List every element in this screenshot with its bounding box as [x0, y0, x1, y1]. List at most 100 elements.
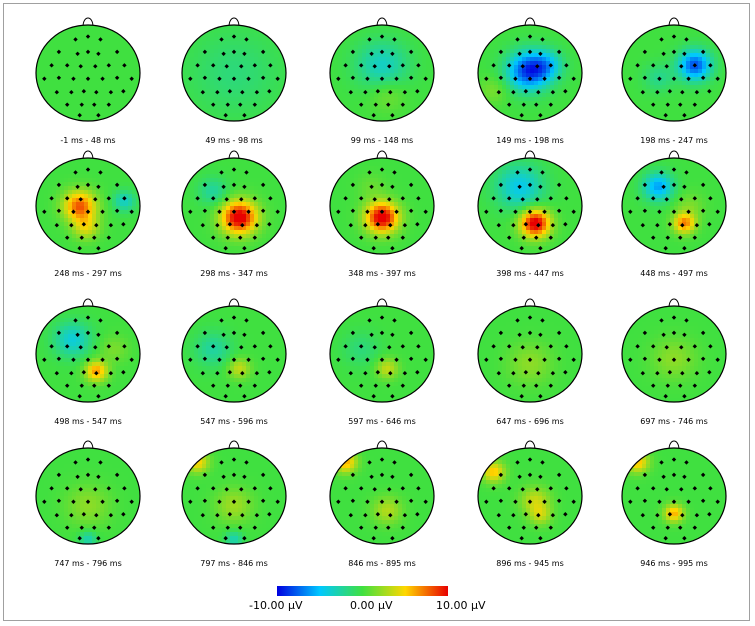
electrode-marker	[79, 383, 84, 388]
head-outline	[477, 24, 583, 122]
electrode-marker	[548, 486, 553, 491]
electrode-marker	[496, 90, 501, 95]
electrode-marker	[268, 63, 273, 68]
electrode-marker	[390, 246, 395, 251]
electrode-marker	[521, 383, 526, 388]
electrode-marker	[556, 75, 562, 80]
electrode-marker	[651, 235, 656, 240]
electrode-marker	[231, 49, 237, 55]
electrode-marker	[268, 196, 273, 201]
electrode-marker	[93, 345, 98, 350]
electrode-marker	[538, 332, 543, 337]
electrode-marker	[223, 394, 228, 399]
electrode-marker	[692, 383, 697, 388]
electrode-marker	[372, 345, 377, 350]
electrode-marker	[122, 486, 127, 491]
electrode-marker	[519, 113, 524, 118]
electrode-marker	[252, 383, 257, 388]
electrode-marker	[79, 102, 84, 107]
electrode-marker	[121, 89, 126, 94]
electrode-marker	[694, 90, 700, 95]
electrode-marker	[363, 223, 368, 228]
scale-mid-label: 0.00 μV	[350, 599, 393, 612]
electrode-marker	[415, 89, 420, 94]
electrode-marker	[375, 512, 381, 517]
electrode-marker	[56, 75, 62, 80]
electrode-marker	[556, 49, 562, 55]
electrode-marker	[336, 209, 341, 214]
electrode-marker	[680, 223, 685, 228]
electrode-marker	[260, 75, 266, 80]
electrode-marker	[400, 383, 405, 388]
electrode-marker	[548, 344, 553, 349]
electrode-marker	[657, 499, 662, 504]
electrode-marker	[416, 486, 421, 491]
electrode-marker	[708, 63, 713, 68]
electrode-marker	[217, 76, 222, 81]
electrode-marker	[78, 345, 83, 350]
electrode-marker	[536, 371, 541, 376]
electrode-marker	[520, 487, 525, 492]
electrode-marker	[96, 474, 101, 479]
electrode-marker	[121, 370, 126, 375]
topomap-18: 846 ms - 895 ms	[329, 440, 435, 568]
electrode-marker	[659, 318, 664, 323]
electrode-marker	[682, 51, 687, 56]
electrode-marker	[211, 63, 216, 68]
electrode-marker	[78, 197, 83, 202]
electrode-marker	[423, 357, 428, 362]
electrode-marker	[260, 49, 266, 55]
electrode-marker	[350, 498, 356, 503]
electrode-marker	[188, 357, 193, 362]
electrode-marker	[571, 357, 576, 362]
electrode-marker	[225, 102, 230, 107]
electrode-marker	[343, 486, 348, 491]
electrode-marker	[521, 235, 526, 240]
electrode-marker	[267, 222, 272, 227]
electrode-marker	[215, 371, 220, 376]
electrode-marker	[79, 525, 84, 530]
electrode-marker	[661, 474, 666, 479]
electrode-marker	[527, 76, 533, 81]
electrode-marker	[628, 76, 633, 81]
electrode-marker	[348, 223, 353, 228]
electrode-marker	[85, 49, 91, 55]
electrode-marker	[42, 357, 47, 362]
electrode-marker	[640, 513, 645, 518]
electrode-marker	[556, 498, 562, 503]
electrode-marker	[93, 64, 98, 69]
electrode-marker	[371, 394, 376, 399]
electrode-marker	[387, 345, 392, 350]
electrode-marker	[538, 113, 543, 118]
electrode-marker	[122, 196, 127, 201]
electrode-marker	[92, 235, 97, 240]
electrode-marker	[548, 63, 553, 68]
electrode-marker	[663, 246, 668, 251]
electrode-marker	[252, 63, 257, 68]
electrode-marker	[372, 487, 377, 492]
head-outline	[35, 447, 141, 545]
electrode-marker	[517, 332, 522, 337]
scale-max-label: 10.00 μV	[436, 599, 486, 612]
electrode-marker	[542, 357, 547, 362]
electrode-marker	[651, 486, 656, 491]
electrode-marker	[661, 184, 666, 189]
electrode-marker	[521, 525, 526, 530]
electrode-marker	[77, 394, 82, 399]
electrode-marker	[664, 487, 669, 492]
head-outline	[35, 157, 141, 255]
electrode-marker	[715, 499, 720, 504]
electrode-marker	[96, 536, 101, 541]
electrode-marker	[527, 357, 533, 362]
topomap-10: 448 ms - 497 ms	[621, 150, 727, 278]
electrode-marker	[42, 209, 47, 214]
electrode-marker	[388, 371, 393, 376]
electrode-marker	[379, 315, 385, 320]
electrode-marker	[215, 90, 220, 95]
electrode-marker	[108, 90, 114, 95]
electrode-marker	[538, 394, 543, 399]
electrode-marker	[667, 512, 673, 517]
electrode-marker	[121, 222, 126, 227]
time-window-label: 49 ms - 98 ms	[205, 136, 262, 145]
time-window-label: 348 ms - 397 ms	[348, 269, 416, 278]
